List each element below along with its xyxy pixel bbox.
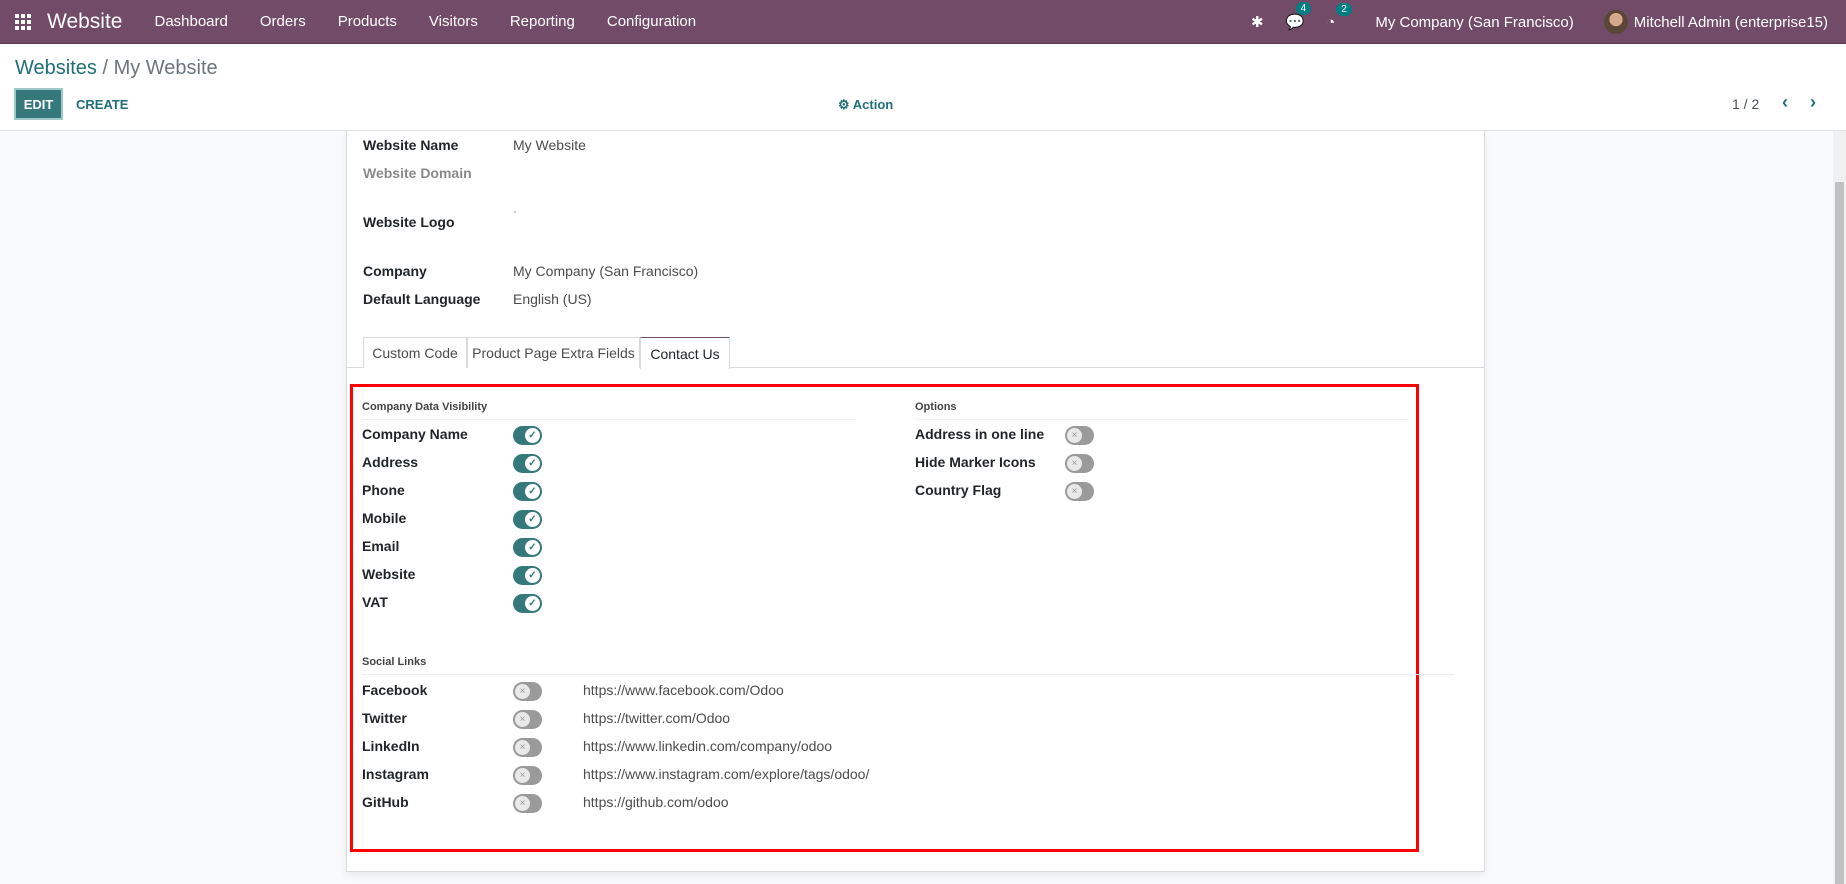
tab-custom-code[interactable]: Custom Code (363, 337, 467, 368)
control-panel: Websites / My Website EDIT CREATE ⚙ Acti… (0, 44, 1846, 131)
x-icon: × (515, 712, 530, 727)
company-data-visibility-heading: Company Data Visibility (362, 401, 856, 420)
website-domain-label: Website Domain (363, 165, 472, 181)
github-toggle[interactable]: × (513, 794, 542, 813)
hide-marker-icons-toggle[interactable]: × (1065, 454, 1094, 473)
facebook-label: Facebook (362, 682, 428, 698)
github-label: GitHub (362, 794, 409, 810)
company-value: My Company (San Francisco) (513, 263, 699, 279)
address-label: Address (362, 454, 419, 470)
website-logo-label: Website Logo (363, 214, 455, 230)
default-language-value: English (US) (513, 291, 592, 307)
check-icon: ✓ (525, 512, 540, 527)
menu-dashboard[interactable]: Dashboard (154, 13, 228, 30)
x-icon: × (1067, 456, 1082, 471)
country-flag-toggle[interactable]: × (1065, 482, 1094, 501)
menu-orders[interactable]: Orders (259, 13, 306, 30)
avatar[interactable] (1603, 10, 1628, 34)
email-toggle[interactable]: ✓ (513, 538, 542, 557)
highlight-box (350, 384, 1419, 852)
twitter-label: Twitter (362, 710, 407, 726)
messages-badge: 4 (1295, 2, 1312, 15)
mobile-toggle[interactable]: ✓ (513, 510, 542, 529)
website-name-value: My Website (513, 137, 586, 153)
website-label: Website (362, 566, 416, 582)
check-icon: ✓ (525, 428, 540, 443)
website-toggle[interactable]: ✓ (513, 566, 542, 585)
check-icon: ✓ (525, 456, 540, 471)
tabs-divider (347, 367, 1484, 368)
company-switcher[interactable]: My Company (San Francisco) (1375, 13, 1574, 31)
scrollbar[interactable] (1833, 131, 1846, 884)
x-icon: × (515, 796, 530, 811)
check-icon: ✓ (525, 596, 540, 611)
x-icon: × (1067, 428, 1082, 443)
top-navbar: Website Dashboard Orders Products Visito… (0, 0, 1846, 44)
linkedin-toggle[interactable]: × (513, 738, 542, 757)
x-icon: × (515, 740, 530, 755)
twitter-toggle[interactable]: × (513, 710, 542, 729)
linkedin-url[interactable]: https://www.linkedin.com/company/odoo (583, 738, 833, 754)
x-icon: × (1067, 484, 1082, 499)
instagram-label: Instagram (362, 766, 429, 782)
activities-icon[interactable]: ◔ 2 (1326, 2, 1352, 31)
company-label: Company (363, 263, 427, 279)
default-language-label: Default Language (363, 291, 481, 307)
create-button[interactable]: CREATE (76, 97, 129, 112)
linkedin-label: LinkedIn (362, 738, 420, 754)
address-toggle[interactable]: ✓ (513, 454, 542, 473)
options-heading: Options (915, 401, 1408, 420)
chevron-left-icon[interactable]: ‹ (1782, 92, 1788, 112)
website-name-label: Website Name (363, 137, 459, 153)
facebook-url[interactable]: https://www.facebook.com/Odoo (583, 682, 784, 698)
menu-configuration[interactable]: Configuration (606, 13, 697, 30)
x-icon: × (515, 768, 530, 783)
phone-label: Phone (362, 482, 405, 498)
menu-products[interactable]: Products (337, 13, 397, 30)
debug-bug-icon[interactable]: ✱ (1251, 14, 1264, 31)
country-flag-label: Country Flag (915, 482, 1002, 498)
messages-icon[interactable]: 💬 4 (1286, 2, 1312, 31)
breadcrumb: Websites / My Website (15, 57, 218, 80)
email-label: Email (362, 538, 400, 554)
check-icon: ✓ (525, 540, 540, 555)
app-title[interactable]: Website (47, 9, 123, 33)
company-name-label: Company Name (362, 426, 468, 442)
twitter-url[interactable]: https://twitter.com/Odoo (583, 710, 731, 726)
breadcrumb-separator: / (96, 57, 114, 79)
instagram-url[interactable]: https://www.instagram.com/explore/tags/o… (583, 766, 870, 782)
instagram-toggle[interactable]: × (513, 766, 542, 785)
apps-menu-icon[interactable] (15, 13, 33, 31)
chevron-right-icon[interactable]: › (1810, 92, 1816, 112)
action-menu[interactable]: ⚙ Action (838, 97, 894, 112)
user-menu[interactable]: Mitchell Admin (enterprise15) (1633, 13, 1828, 31)
vat-toggle[interactable]: ✓ (513, 594, 542, 613)
x-icon: × (515, 684, 530, 699)
tab-product-page-extra-fields[interactable]: Product Page Extra Fields (467, 337, 640, 368)
address-in-one-line-label: Address in one line (915, 426, 1045, 442)
company-name-toggle[interactable]: ✓ (513, 426, 542, 445)
check-icon: ✓ (525, 568, 540, 583)
tab-contact-us[interactable]: Contact Us (640, 337, 730, 369)
website-logo-image (514, 211, 516, 213)
check-icon: ✓ (525, 484, 540, 499)
edit-button[interactable]: EDIT (14, 88, 63, 120)
mobile-label: Mobile (362, 510, 407, 526)
address-in-one-line-toggle[interactable]: × (1065, 426, 1094, 445)
github-url[interactable]: https://github.com/odoo (583, 794, 729, 810)
breadcrumb-websites[interactable]: Websites (15, 57, 97, 79)
social-links-heading: Social Links (362, 656, 1454, 675)
vat-label: VAT (362, 594, 388, 610)
breadcrumb-current: My Website (113, 57, 218, 79)
menu-reporting[interactable]: Reporting (509, 13, 575, 30)
activities-badge: 2 (1336, 2, 1352, 16)
hide-marker-icons-label: Hide Marker Icons (915, 454, 1036, 470)
facebook-toggle[interactable]: × (513, 682, 542, 701)
pager-value[interactable]: 1 / 2 (1732, 96, 1760, 112)
menu-visitors[interactable]: Visitors (428, 13, 478, 30)
scrollbar-thumb[interactable] (1835, 182, 1844, 884)
phone-toggle[interactable]: ✓ (513, 482, 542, 501)
